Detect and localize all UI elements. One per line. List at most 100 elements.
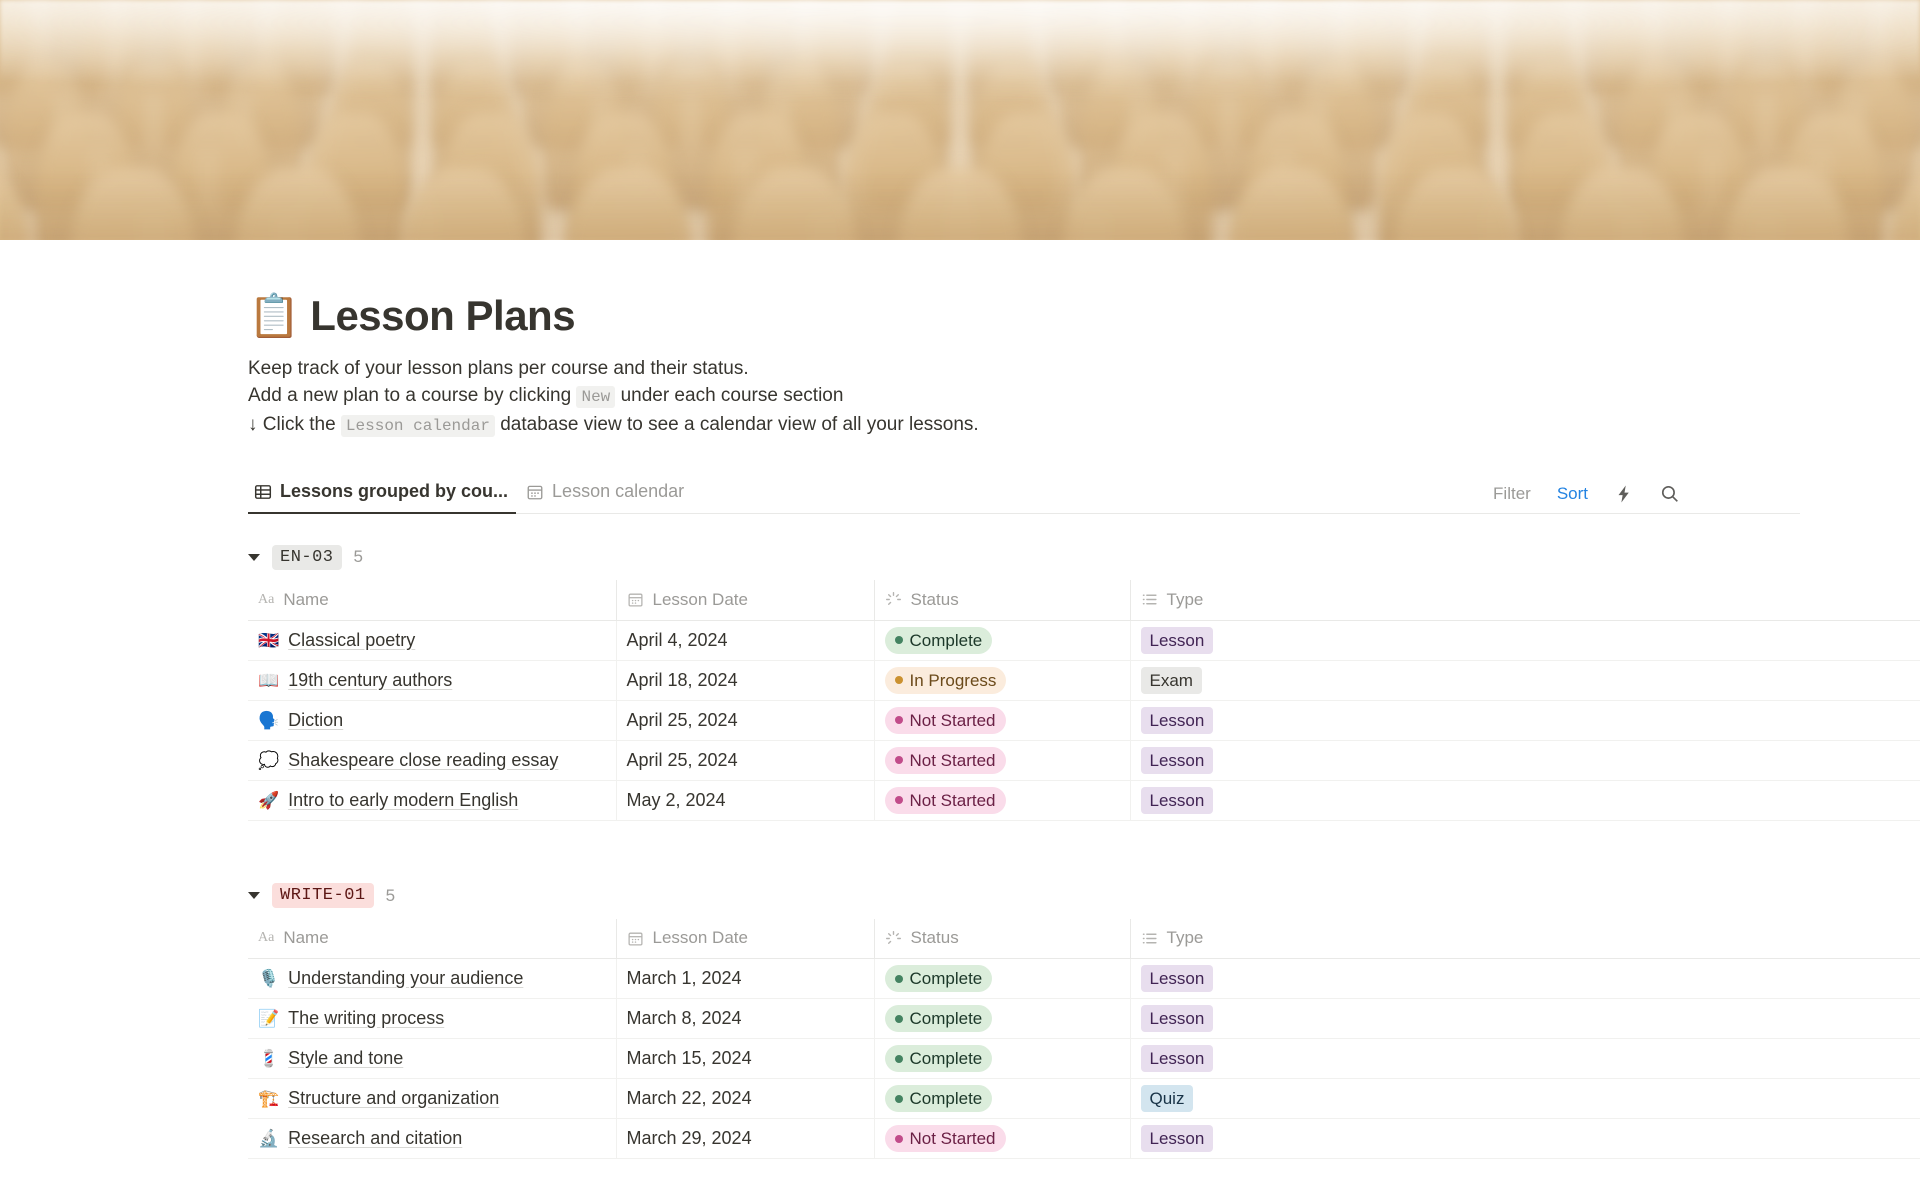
row-title[interactable]: Intro to early modern English	[288, 789, 519, 810]
cell-status[interactable]: Complete	[874, 958, 1131, 999]
cell-type[interactable]: Lesson	[1130, 620, 1920, 661]
cell-type[interactable]: Lesson	[1130, 1038, 1920, 1079]
cell-name[interactable]: 📝 The writing process	[248, 998, 617, 1039]
group-name-badge[interactable]: EN-03	[272, 544, 342, 570]
table-row[interactable]: 🔬 Research and citation March 29, 2024 No…	[248, 1118, 1920, 1159]
table-row[interactable]: 🗣️ Diction April 25, 2024 Not Started Les…	[248, 700, 1920, 741]
cell-status[interactable]: Not Started	[874, 700, 1131, 741]
row-emoji-icon: 🎙️	[258, 969, 280, 988]
table-row[interactable]: 💈 Style and tone March 15, 2024 Complete …	[248, 1038, 1920, 1079]
cell-status[interactable]: Complete	[874, 1078, 1131, 1119]
table-row[interactable]: 📝 The writing process March 8, 2024 Compl…	[248, 998, 1920, 1039]
cell-status[interactable]: Complete	[874, 1038, 1131, 1079]
cell-name[interactable]: 💭 Shakespeare close reading essay	[248, 740, 617, 781]
table-row[interactable]: 📖 19th century authors April 18, 2024 In …	[248, 660, 1920, 701]
status-badge: Complete	[909, 1089, 983, 1108]
table-row[interactable]: 🏗️ Structure and organization March 22, 2…	[248, 1078, 1920, 1119]
cell-type[interactable]: Lesson	[1130, 780, 1920, 821]
status-badge: Not Started	[909, 1129, 996, 1148]
type-badge: Lesson	[1140, 1045, 1214, 1072]
sort-button[interactable]: Sort	[1556, 484, 1588, 503]
status-dot	[894, 1014, 903, 1023]
tab-lesson-calendar[interactable]: Lesson calendar	[520, 481, 692, 513]
cell-type[interactable]: Lesson	[1130, 998, 1920, 1039]
row-title[interactable]: Classical poetry	[288, 629, 416, 650]
row-title[interactable]: 19th century authors	[288, 669, 453, 690]
column-header-type[interactable]: Type	[1130, 918, 1920, 959]
chevron-down-icon[interactable]	[248, 553, 260, 561]
row-title[interactable]: Research and citation	[288, 1128, 463, 1148]
status-dot	[894, 636, 903, 644]
table-row[interactable]: 🇬🇧 Classical poetry April 4, 2024 Complet…	[248, 620, 1920, 661]
tab-lessons-grouped-by-course[interactable]: Lessons grouped by cou...	[248, 481, 517, 514]
cell-status[interactable]: Not Started	[874, 1118, 1131, 1159]
cell-lesson-date[interactable]: April 18, 2024	[616, 660, 875, 701]
description-line-3-pre: ↓ Click the	[248, 414, 336, 435]
type-badge: Lesson	[1140, 706, 1214, 734]
calendar-icon	[627, 930, 644, 947]
status-dot	[894, 1094, 903, 1103]
group-name-badge[interactable]: WRITE-01	[272, 883, 374, 908]
clipboard-icon[interactable]: 📋	[248, 292, 301, 339]
cell-type[interactable]: Lesson	[1130, 1118, 1920, 1159]
column-header-status[interactable]: Status	[874, 580, 1131, 621]
cell-type[interactable]: Lesson	[1130, 740, 1920, 781]
group-header[interactable]: WRITE-01 5	[248, 879, 1800, 913]
cell-name[interactable]: 🔬 Research and citation	[248, 1118, 617, 1159]
cell-status[interactable]: Complete	[874, 998, 1131, 1039]
search-icon[interactable]	[1660, 484, 1680, 504]
cell-name[interactable]: 💈 Style and tone	[248, 1038, 617, 1079]
group-en-03: EN-03 5 Aa Name Lesson Date Status Type 🇬…	[248, 540, 1920, 821]
cell-name[interactable]: 🇬🇧 Classical poetry	[248, 620, 617, 661]
group-header[interactable]: EN-03 5	[248, 540, 1800, 574]
column-header-name[interactable]: Aa Name	[248, 918, 617, 959]
row-title[interactable]: Understanding your audience	[288, 968, 524, 988]
table-row[interactable]: 🎙️ Understanding your audience March 1, 2…	[248, 958, 1920, 999]
cell-lesson-date[interactable]: April 25, 2024	[616, 740, 875, 781]
type-badge: Quiz	[1140, 1085, 1194, 1112]
cell-type[interactable]: Lesson	[1130, 700, 1920, 741]
cell-type[interactable]: Lesson	[1130, 958, 1920, 999]
cell-lesson-date[interactable]: May 2, 2024	[616, 780, 875, 821]
cell-name[interactable]: 🏗️ Structure and organization	[248, 1078, 617, 1119]
cell-name[interactable]: 📖 19th century authors	[248, 660, 617, 701]
cell-type[interactable]: Quiz	[1130, 1078, 1920, 1119]
column-header-status[interactable]: Status	[874, 918, 1131, 959]
row-title[interactable]: Style and tone	[288, 1048, 404, 1068]
status-badge: Complete	[909, 630, 983, 650]
row-emoji-icon: 🗣️	[258, 710, 280, 730]
select-list-icon	[1141, 930, 1158, 947]
cell-name[interactable]: 🎙️ Understanding your audience	[248, 958, 617, 999]
cell-status[interactable]: Not Started	[874, 780, 1131, 821]
cell-lesson-date[interactable]: March 8, 2024	[616, 998, 875, 1039]
cell-name[interactable]: 🗣️ Diction	[248, 700, 617, 741]
row-title[interactable]: Structure and organization	[288, 1088, 500, 1108]
lightning-bolt-icon[interactable]	[1614, 484, 1634, 504]
cell-lesson-date[interactable]: March 15, 2024	[616, 1038, 875, 1079]
cell-lesson-date[interactable]: March 1, 2024	[616, 958, 875, 999]
row-title[interactable]: Diction	[288, 709, 344, 730]
table-row[interactable]: 🚀 Intro to early modern English May 2, 20…	[248, 780, 1920, 821]
cell-status[interactable]: Not Started	[874, 740, 1131, 781]
cell-lesson-date[interactable]: March 22, 2024	[616, 1078, 875, 1119]
status-spinner-icon	[885, 930, 902, 947]
filter-button[interactable]: Filter	[1493, 484, 1531, 503]
cell-type[interactable]: Exam	[1130, 660, 1920, 701]
cell-name[interactable]: 🚀 Intro to early modern English	[248, 780, 617, 821]
page-title[interactable]: Lesson Plans	[310, 292, 576, 339]
table-row[interactable]: 💭 Shakespeare close reading essay April 2…	[248, 740, 1920, 781]
cell-lesson-date[interactable]: April 4, 2024	[616, 620, 875, 661]
status-dot	[894, 676, 903, 684]
tab-label: Lessons grouped by cou...	[280, 481, 509, 501]
column-header-name[interactable]: Aa Name	[248, 580, 617, 621]
row-title[interactable]: The writing process	[288, 1008, 445, 1028]
chevron-down-icon[interactable]	[248, 892, 260, 899]
column-header-lesson-date[interactable]: Lesson Date	[616, 580, 875, 621]
cell-lesson-date[interactable]: March 29, 2024	[616, 1118, 875, 1159]
column-header-type[interactable]: Type	[1130, 580, 1920, 621]
cell-status[interactable]: In Progress	[874, 660, 1131, 701]
row-title[interactable]: Shakespeare close reading essay	[288, 749, 559, 770]
column-header-lesson-date[interactable]: Lesson Date	[616, 918, 875, 959]
cell-status[interactable]: Complete	[874, 620, 1131, 661]
cell-lesson-date[interactable]: April 25, 2024	[616, 700, 875, 741]
